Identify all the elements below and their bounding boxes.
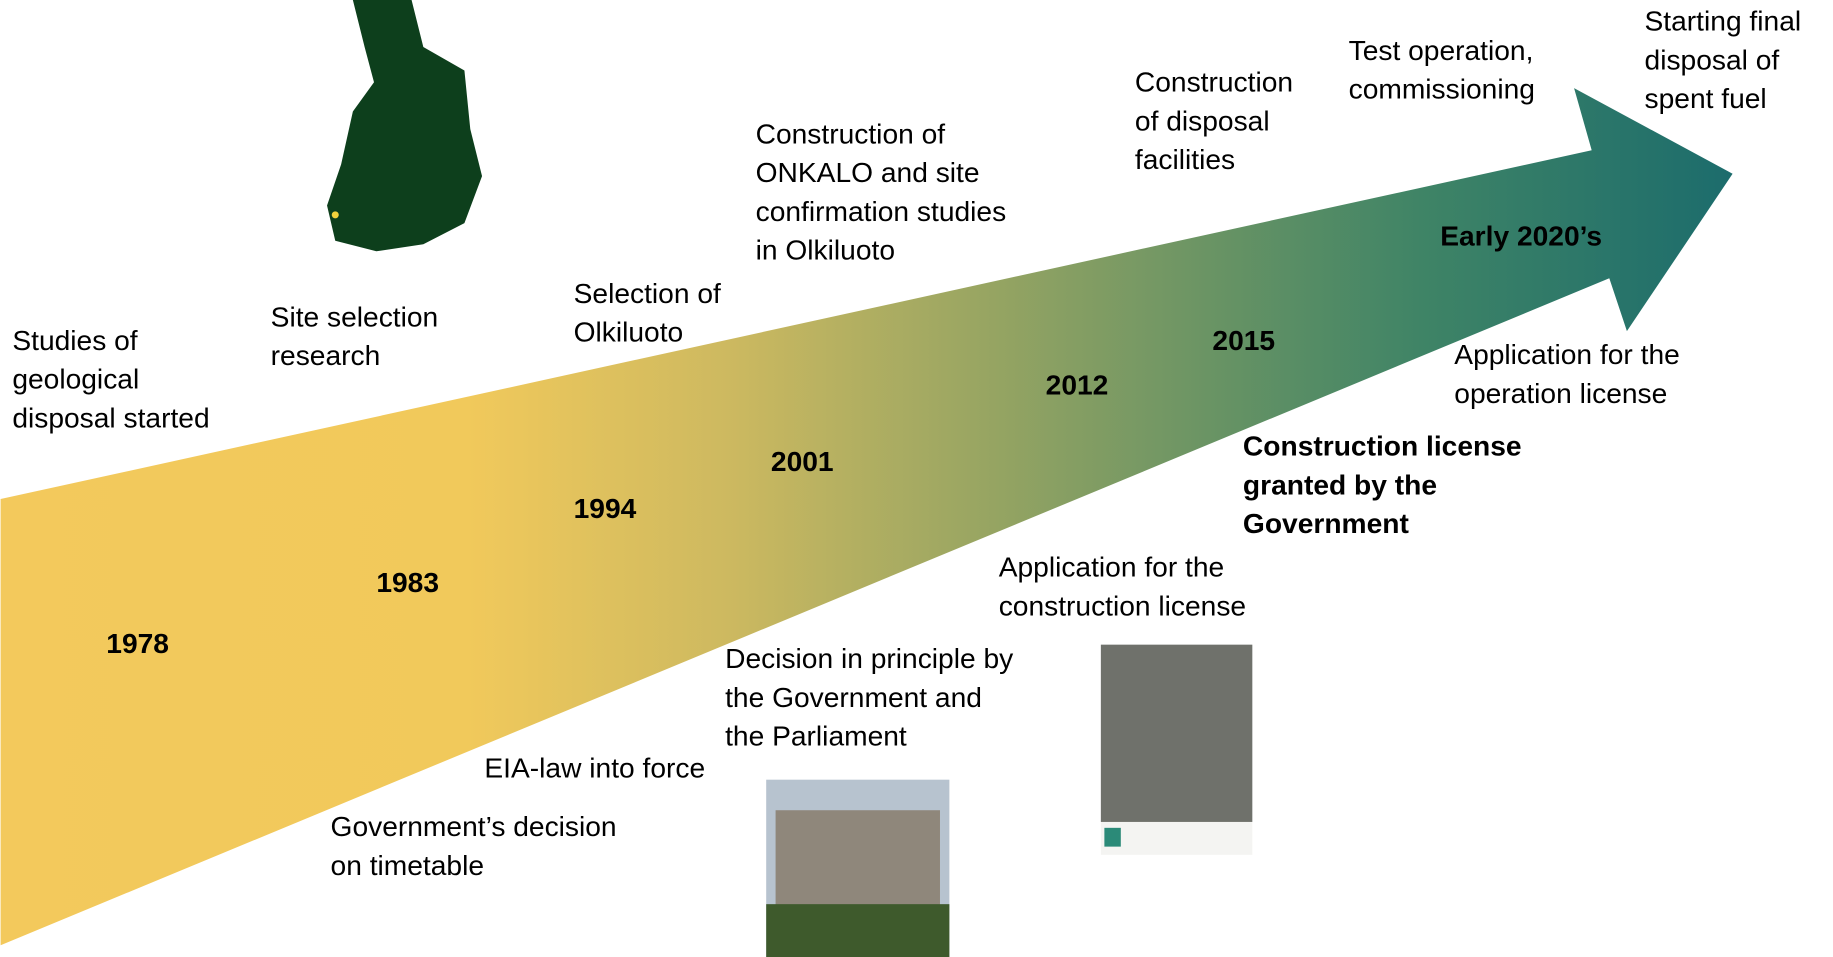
event-line: Application for the — [1454, 338, 1680, 370]
event-line: operation license — [1454, 377, 1667, 409]
event-line: confirmation studies — [756, 195, 1007, 227]
event-line: Starting final — [1645, 5, 1802, 37]
event-line: Selection of — [574, 277, 721, 309]
event-line: disposal started — [12, 401, 209, 433]
event-line: research — [271, 339, 381, 371]
event-line: EIA-law into force — [484, 751, 705, 783]
finland-map — [327, 0, 482, 251]
event-line: Studies of — [12, 324, 137, 356]
event-line: Government — [1243, 507, 1410, 539]
event-line: the Government and — [725, 681, 982, 713]
event-line: in Olkiluoto — [756, 234, 895, 266]
year: 2001 — [771, 445, 834, 477]
event-line: Test operation, — [1349, 34, 1534, 66]
event-line: Olkiluoto — [574, 316, 684, 348]
event-line: Application for the — [999, 551, 1225, 583]
event-line: the Parliament — [725, 720, 907, 752]
event-line: Decision in principle by — [725, 642, 1014, 674]
event-line: disposal of — [1645, 43, 1780, 75]
event-line: Construction of — [756, 117, 946, 149]
parliament-photo — [766, 780, 949, 957]
event-line: Government’s decision — [331, 810, 617, 842]
event-line: construction license — [999, 589, 1246, 621]
year: 2012 — [1046, 369, 1109, 401]
event-line: Construction license — [1243, 430, 1522, 462]
event-line: ONKALO and site — [756, 156, 980, 188]
event-line: commissioning — [1349, 73, 1535, 105]
event-line: spent fuel — [1645, 82, 1767, 114]
year: 1983 — [376, 566, 439, 598]
year: 1978 — [106, 627, 169, 659]
event-line: Site selection — [271, 300, 439, 332]
event-line: granted by the — [1243, 468, 1437, 500]
year: Early 2020’s — [1440, 219, 1602, 251]
year: 2015 — [1212, 324, 1275, 356]
event-line: on timetable — [331, 849, 484, 881]
event-line: geological — [12, 363, 139, 395]
year: 1994 — [574, 492, 637, 524]
map-marker — [332, 211, 339, 218]
event-line: of disposal — [1135, 104, 1270, 136]
timeline-diagram: 1978 1983 1994 2001 2012 2015 Early 2020… — [0, 0, 1833, 957]
event-line: Construction — [1135, 66, 1293, 98]
report-cover — [1101, 645, 1252, 855]
event-line: facilities — [1135, 143, 1235, 175]
